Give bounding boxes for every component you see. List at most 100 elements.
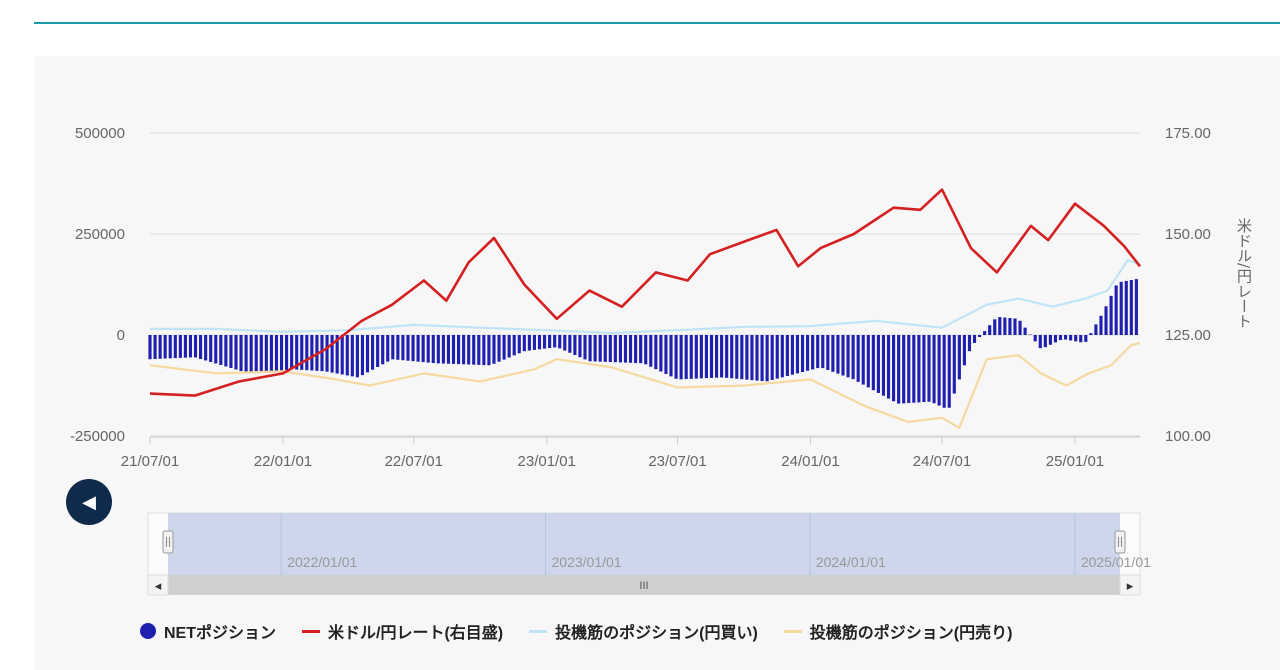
net-position-bar <box>978 335 982 338</box>
net-position-bar <box>603 335 607 362</box>
net-position-bar <box>320 335 324 372</box>
net-position-bar <box>173 335 177 359</box>
net-position-bar <box>745 335 749 380</box>
net-position-bar <box>775 335 779 379</box>
net-position-bar <box>669 335 673 377</box>
net-position-bar <box>1038 335 1042 349</box>
net-position-bar <box>204 335 208 361</box>
top-rule <box>34 22 1280 24</box>
scroll-back-button[interactable]: ◀ <box>66 479 112 525</box>
net-position-bar <box>148 335 152 360</box>
net-position-bar <box>694 335 698 379</box>
net-position-bar <box>1129 280 1133 335</box>
net-position-bar <box>795 335 800 374</box>
navigator-right-handle[interactable] <box>1114 530 1126 554</box>
net-position-bar <box>826 335 830 370</box>
net-position-bar <box>386 335 390 362</box>
net-position-bar <box>467 335 471 365</box>
net-position-bar <box>714 335 719 378</box>
net-position-bar <box>406 335 410 361</box>
left-axis-tick-label: 500000 <box>75 125 125 142</box>
spec-yen-long-line <box>150 259 1141 335</box>
net-position-bar <box>168 335 172 359</box>
net-position-bar <box>811 335 815 370</box>
legend-spec-yen-short[interactable]: 投機筋のポジション(円売り) <box>783 619 1012 643</box>
net-position-bar <box>861 335 865 385</box>
net-position-bar <box>568 335 572 353</box>
net-position-bar <box>679 335 683 380</box>
net-position-bar <box>1079 335 1083 343</box>
net-position-bar <box>821 335 825 369</box>
net-position-bar <box>548 335 552 349</box>
net-position-bar <box>755 335 759 381</box>
left-axis-tick-label: -250000 <box>70 428 125 445</box>
net-position-bar <box>340 335 344 375</box>
navigator-left-handle[interactable] <box>162 530 174 554</box>
net-position-bar <box>1124 280 1128 335</box>
net-position-bar <box>937 335 941 406</box>
net-position-bar <box>421 335 425 363</box>
net-position-bar <box>649 335 653 367</box>
net-position-bar <box>558 335 562 349</box>
net-position-bar <box>371 335 375 370</box>
net-position-bar <box>360 335 365 376</box>
net-position-bar <box>674 335 678 379</box>
net-position-bar <box>644 335 648 365</box>
net-position-bar <box>507 335 511 358</box>
net-position-bar <box>750 335 754 381</box>
net-position-bar <box>892 335 896 402</box>
net-position-bar <box>800 335 805 373</box>
net-position-bar <box>1074 335 1078 342</box>
scroll-left-button[interactable] <box>147 574 169 596</box>
net-position-bar <box>704 335 708 379</box>
net-position-bar <box>497 335 501 362</box>
net-position-bar <box>487 335 491 366</box>
legend-usd-jpy-rate[interactable]: 米ドル/円レート(右目盛) <box>302 619 503 643</box>
net-position-bar <box>224 335 228 367</box>
net-position-bar <box>957 335 961 380</box>
net-position-bar <box>998 317 1002 335</box>
net-position-bar <box>972 335 977 343</box>
net-position-bar <box>922 335 926 403</box>
x-axis-tick-label: 22/07/01 <box>385 453 443 470</box>
net-position-bar <box>598 335 602 362</box>
net-position-bar <box>659 335 663 372</box>
legend-spec-yen-long[interactable]: 投機筋のポジション(円買い) <box>529 619 758 643</box>
net-position-bar <box>608 335 612 363</box>
net-position-bar <box>376 335 380 367</box>
scroll-left-icon: ◂ <box>155 578 162 593</box>
net-position-bar <box>330 335 334 373</box>
net-position-bar <box>1058 335 1063 341</box>
right-axis-tick-label: 100.00 <box>1165 428 1211 445</box>
net-position-bar <box>234 335 238 370</box>
net-position-bar <box>350 335 354 377</box>
scroll-right-button[interactable] <box>1119 574 1141 596</box>
usd-jpy-rate-line <box>149 188 1142 397</box>
x-axis-tick-label: 22/01/01 <box>254 453 312 470</box>
net-position-bar <box>983 331 987 335</box>
net-position-bar <box>856 335 860 382</box>
x-axis-tick-label: 23/01/01 <box>518 453 576 470</box>
net-position-bar <box>492 335 496 364</box>
scrollbar-thumb[interactable] <box>168 575 1120 595</box>
x-axis-tick-label: 25/01/01 <box>1046 453 1104 470</box>
net-position-bar <box>967 335 972 352</box>
net-position-bar <box>684 335 688 380</box>
navigator-selection[interactable] <box>168 513 1120 575</box>
net-position-bar <box>219 335 223 365</box>
net-position-bar <box>593 335 597 362</box>
net-position-bar <box>699 335 703 379</box>
net-position-bar <box>381 335 385 365</box>
legend-net-position[interactable]: NETポジション <box>140 619 276 643</box>
net-position-bar <box>912 335 916 403</box>
right-axis-title: 米ドル/円レート <box>1235 218 1253 328</box>
net-position-bar <box>760 335 764 382</box>
net-position-bar <box>163 335 167 359</box>
net-position-bar <box>1023 327 1027 335</box>
net-position-bar <box>623 335 628 363</box>
net-position-bar <box>355 335 359 378</box>
net-position-bar <box>345 335 349 376</box>
net-position-bar <box>1053 335 1058 343</box>
legend-swatch-icon <box>529 629 548 633</box>
